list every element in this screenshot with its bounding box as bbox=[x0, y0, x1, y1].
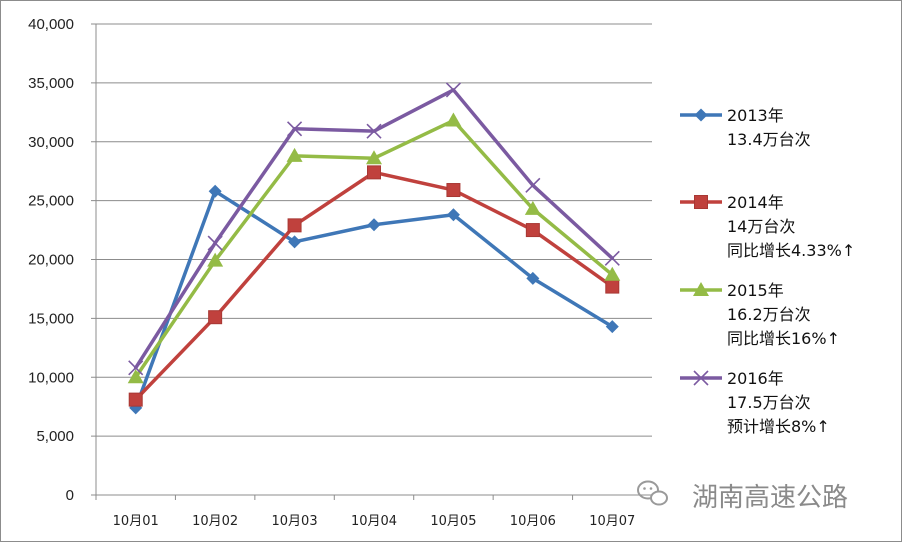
data-point bbox=[366, 150, 382, 165]
data-point bbox=[367, 165, 381, 180]
legend-item-0: 2013年 13.4万台次 bbox=[680, 106, 811, 149]
series-lines bbox=[133, 88, 615, 410]
data-point bbox=[445, 82, 461, 98]
data-point bbox=[604, 266, 621, 281]
axes bbox=[91, 23, 653, 500]
data-point bbox=[605, 320, 619, 334]
data-point bbox=[605, 279, 620, 294]
legend-swatch-marker bbox=[693, 282, 709, 296]
data-point bbox=[446, 208, 460, 222]
x-tick-label: 10月02 bbox=[192, 514, 238, 529]
y-tick-label: 15,000 bbox=[28, 310, 74, 327]
legend-swatch-marker bbox=[693, 370, 709, 386]
legend-sublabel: 预计增长8%↑ bbox=[727, 417, 830, 436]
data-point bbox=[604, 250, 620, 266]
legend-sublabel: 17.5万台次 bbox=[727, 393, 811, 412]
legend-sublabel: 同比增长16%↑ bbox=[727, 329, 840, 348]
data-point bbox=[287, 218, 302, 233]
y-tick-label: 30,000 bbox=[28, 134, 74, 151]
legend-sublabel: 16.2万台次 bbox=[727, 305, 811, 324]
data-point bbox=[288, 235, 302, 249]
legend-swatch-marker bbox=[694, 108, 708, 122]
x-tick-label: 10月01 bbox=[113, 514, 159, 529]
y-tick-label: 10,000 bbox=[28, 369, 74, 386]
data-point bbox=[207, 235, 223, 251]
x-tick-labels: 10月01 10月02 10月03 10月04 10月05 10月06 10月07 bbox=[113, 514, 636, 529]
data-point bbox=[286, 147, 303, 162]
series-markers bbox=[127, 82, 621, 415]
legend-label: 2015年 bbox=[727, 281, 784, 300]
y-tick-label: 25,000 bbox=[28, 193, 74, 210]
legend-sublabel: 14万台次 bbox=[727, 217, 795, 236]
data-point bbox=[208, 184, 222, 198]
legend-swatch-marker bbox=[694, 195, 708, 209]
legend-label: 2016年 bbox=[727, 369, 784, 388]
watermark-text: 湖南高速公路 bbox=[692, 483, 848, 513]
data-point bbox=[128, 360, 144, 376]
data-point bbox=[445, 112, 462, 127]
y-tick-label: 40,000 bbox=[28, 16, 74, 33]
data-point bbox=[367, 218, 381, 232]
x-tick-label: 10月04 bbox=[351, 514, 397, 529]
legend-label: 2014年 bbox=[727, 193, 784, 212]
data-point bbox=[446, 183, 461, 198]
data-point bbox=[525, 177, 541, 193]
data-point bbox=[366, 123, 382, 139]
gridlines bbox=[96, 23, 652, 437]
y-tick-labels: 0 5,000 10,000 15,000 20,000 25,000 30,000 35,0… bbox=[28, 16, 74, 504]
x-tick-label: 10月03 bbox=[272, 514, 318, 529]
y-tick-label: 5,000 bbox=[36, 428, 74, 445]
series-line-1 bbox=[133, 170, 615, 402]
data-point bbox=[207, 252, 224, 267]
watermark: 湖南高速公路 bbox=[637, 480, 848, 513]
data-point bbox=[524, 200, 541, 215]
legend-sublabel: 13.4万台次 bbox=[727, 130, 811, 149]
y-tick-label: 35,000 bbox=[28, 75, 74, 92]
data-point bbox=[287, 121, 303, 137]
data-point bbox=[525, 223, 540, 238]
data-point bbox=[208, 310, 223, 325]
x-tick-label: 10月07 bbox=[589, 514, 635, 529]
legend-sublabel: 同比增长4.33%↑ bbox=[727, 241, 855, 260]
y-tick-label: 0 bbox=[66, 487, 74, 504]
data-point bbox=[526, 271, 540, 285]
wechat-icon bbox=[637, 480, 668, 506]
x-tick-label: 10月05 bbox=[430, 514, 476, 529]
data-point bbox=[127, 369, 144, 384]
legend-label: 2013年 bbox=[727, 106, 784, 125]
y-tick-label: 20,000 bbox=[28, 252, 74, 269]
data-point bbox=[128, 392, 143, 407]
x-tick-label: 10月06 bbox=[510, 514, 556, 529]
